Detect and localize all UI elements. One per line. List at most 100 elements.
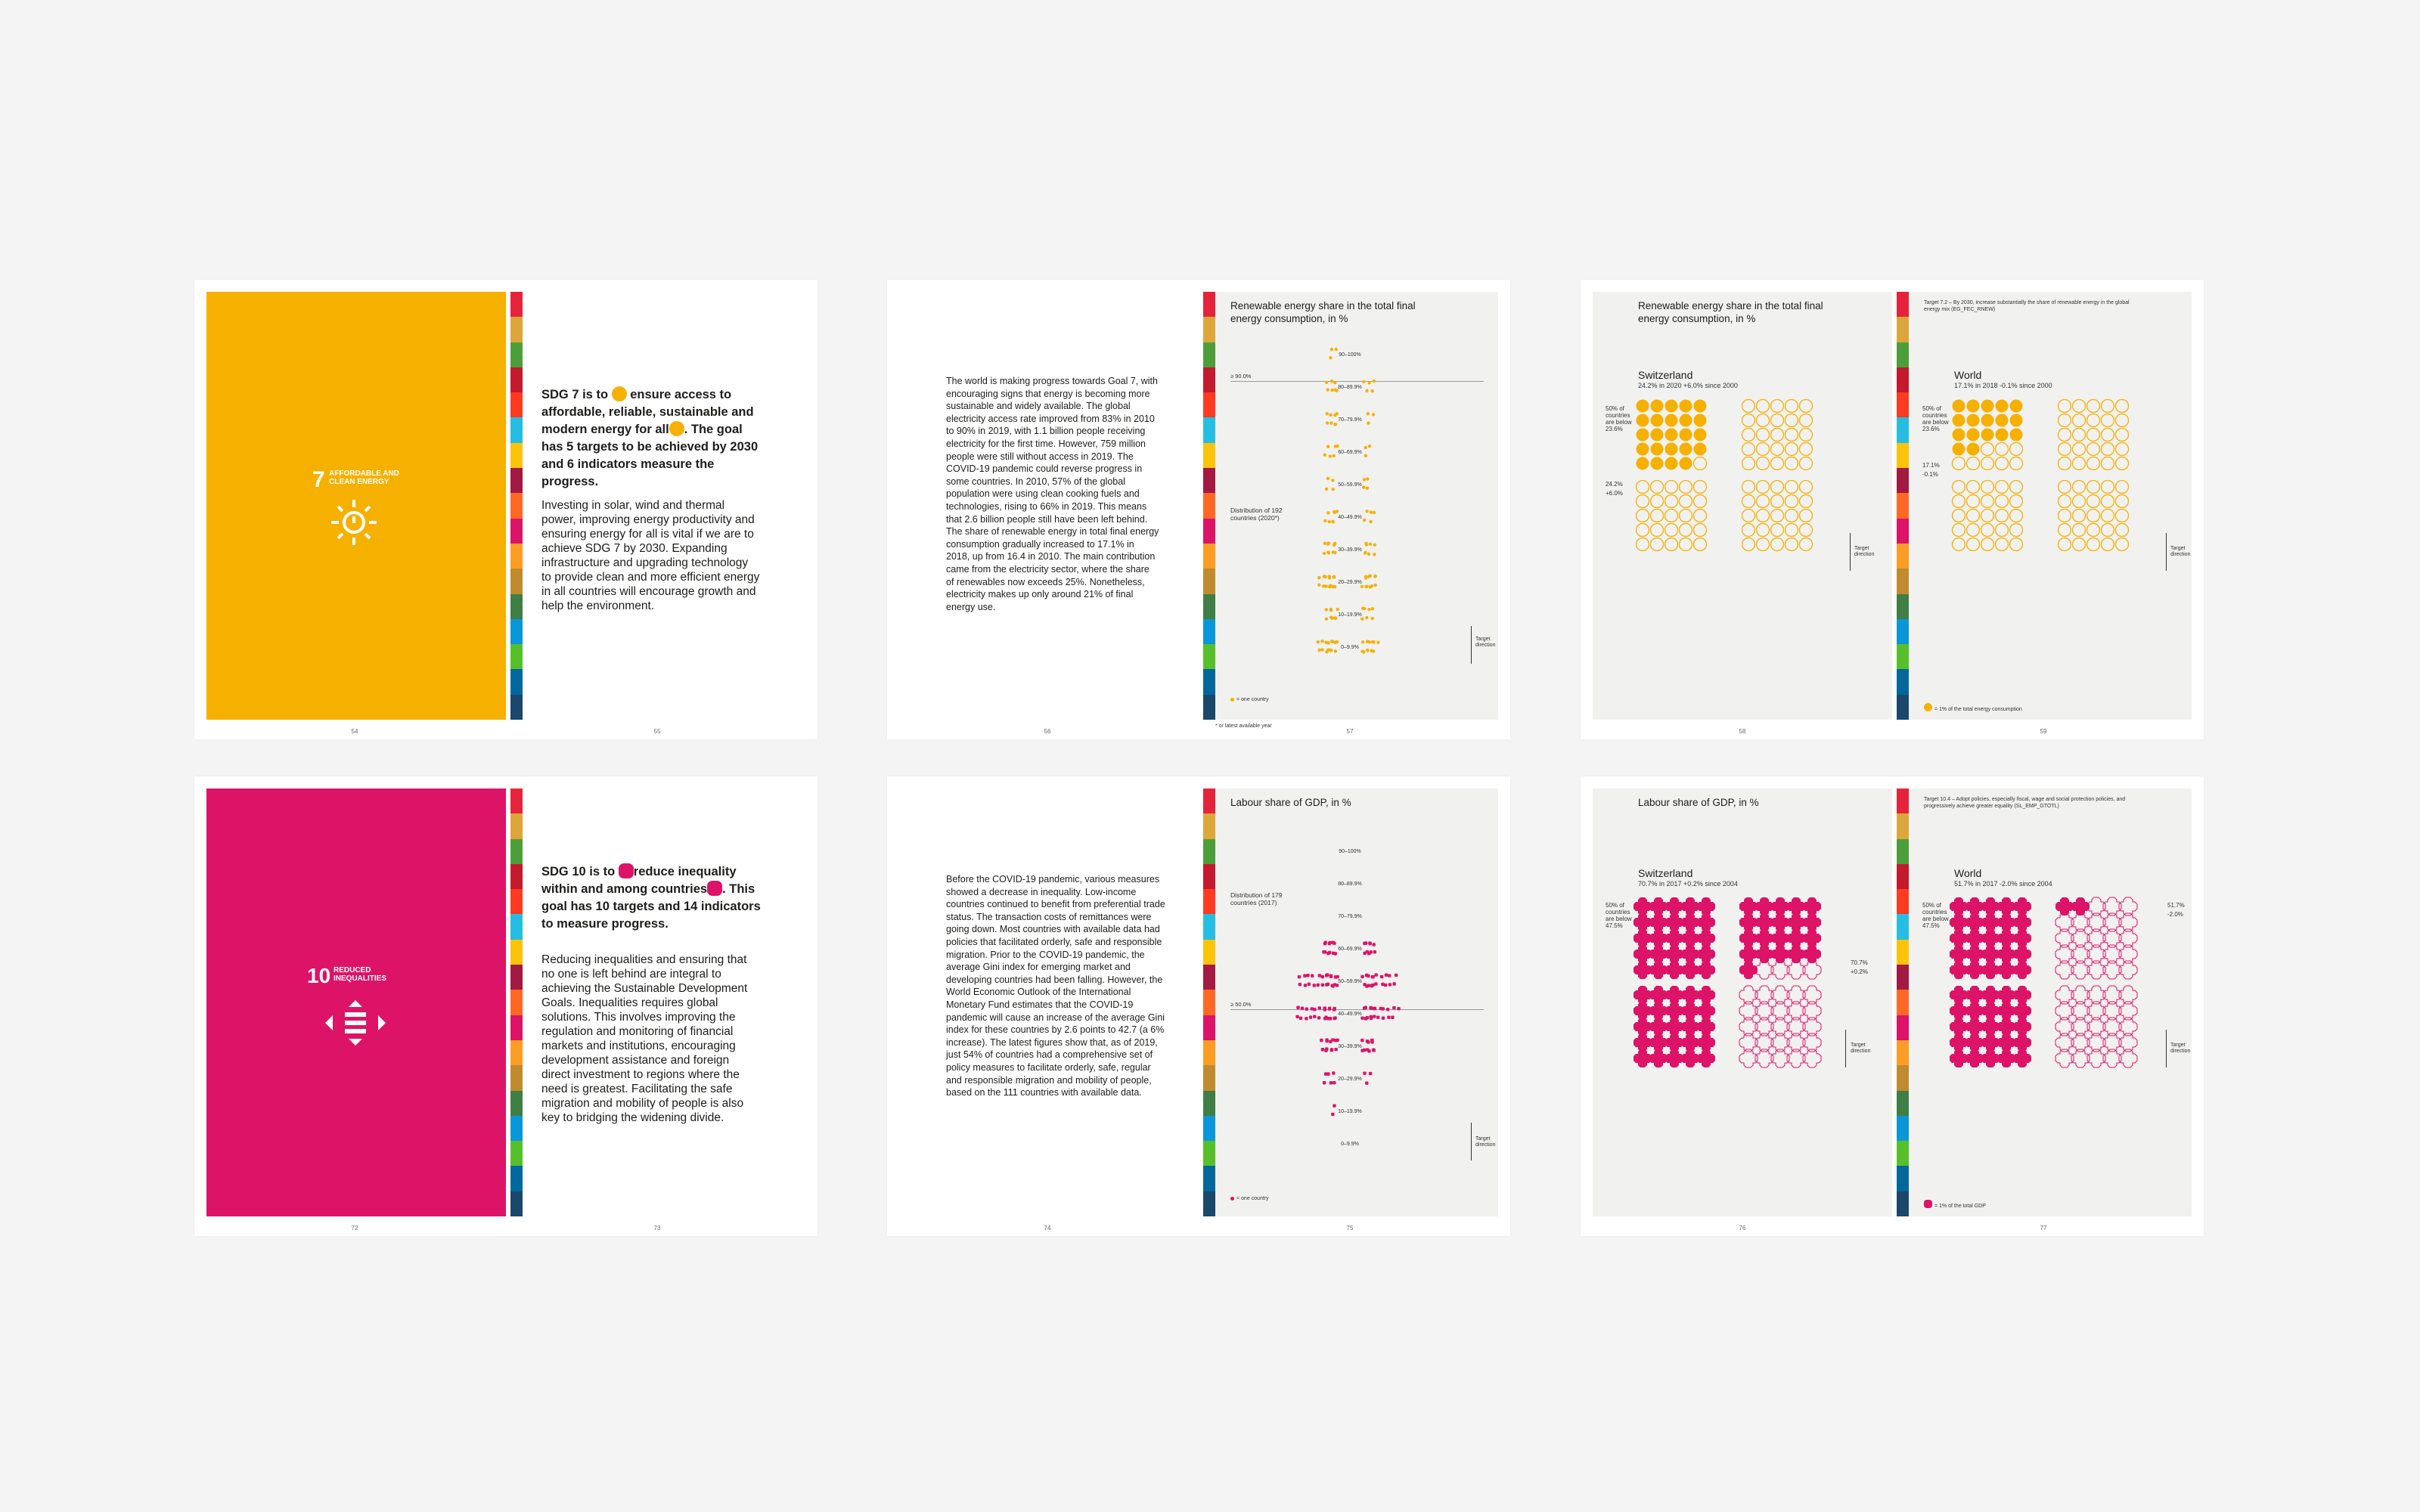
country-point: [1364, 1017, 1368, 1021]
energy-unit: [1965, 456, 1981, 471]
country-point: [1333, 422, 1338, 426]
gdp-unit: [2055, 985, 2074, 1005]
sdg-strip-segment: [1897, 1115, 1909, 1142]
sdg-strip-segment: [1203, 468, 1215, 494]
sdg-strip-segment: [1897, 1166, 1909, 1191]
energy-unit: [2100, 413, 2115, 428]
sdg-strip-segment: [1897, 518, 1909, 544]
legend-text: = 1% of the total energy consumption: [1934, 707, 2022, 712]
country-point: [1312, 984, 1316, 987]
energy-unit: [2114, 508, 2130, 523]
sdg-strip-segment: [510, 669, 523, 695]
sdg-strip-segment: [510, 493, 523, 519]
country-point: [1325, 650, 1329, 654]
page-left: Before the COVID-19 pandemic, various me…: [887, 776, 1199, 1236]
gdp-unit: [1787, 945, 1805, 963]
gdp-unit: [2086, 960, 2106, 980]
gdp-unit: [2071, 1049, 2090, 1068]
sdg-strip-segment: [1203, 990, 1215, 1015]
country-point: [1381, 1016, 1385, 1020]
sdg-strip-segment: [510, 1166, 523, 1191]
energy-unit: [1965, 494, 1981, 509]
gdp-unit: [2118, 1049, 2138, 1068]
gdp-unit: [1965, 1018, 1984, 1036]
energy-unit: [1665, 399, 1678, 413]
country-point: [1320, 648, 1324, 652]
gdp-unit: [2013, 929, 2031, 947]
chart-legend: = 1% of the total energy consumption: [1924, 703, 2022, 712]
gdp-unit: [1649, 961, 1668, 979]
country-point: [1370, 389, 1374, 393]
band-label: 10–19.9%: [1338, 1109, 1362, 1114]
page-number: 58: [1739, 728, 1746, 735]
country-point: [1326, 388, 1329, 392]
country-point: [1332, 1008, 1336, 1012]
gdp-unit: [2102, 928, 2122, 948]
median-callout: 50% of countries are below 23.6%: [1606, 405, 1632, 432]
energy-unit: [1635, 537, 1650, 552]
sdg-strip-segment: [1897, 1141, 1909, 1167]
energy-unit: [1755, 494, 1770, 509]
energy-unit: [1798, 427, 1813, 442]
energy-unit: [2071, 442, 2086, 457]
sdg-strip-segment: [510, 1090, 523, 1116]
sdg-strip-segment: [1203, 1065, 1215, 1091]
gdp-unit: [1634, 897, 1652, 916]
gdp-unit: [2055, 928, 2074, 948]
country-point: [1323, 575, 1327, 579]
gdp-unit: [1649, 929, 1668, 947]
country-point: [1372, 943, 1376, 947]
gdp-unit: [2086, 1033, 2106, 1052]
sdg-strip-segment: [510, 392, 523, 418]
energy-unit: [1692, 522, 1708, 538]
energy-unit: [1770, 398, 1785, 414]
country-point: [1324, 617, 1329, 621]
energy-unit: [1692, 456, 1708, 471]
country-point: [1391, 1015, 1395, 1019]
country-point: [1317, 974, 1322, 978]
energy-unit: [2057, 522, 2072, 538]
spread-sdg7-intro: 7 AFFORDABLE AND CLEAN ENERGY 54 SDG 7 i…: [194, 280, 818, 739]
band-label: 30–39.9%: [1338, 547, 1362, 553]
country-point: [1310, 974, 1314, 978]
energy-unit: [1692, 494, 1708, 509]
country-point: [1323, 453, 1327, 457]
gdp-unit: [1981, 945, 2000, 963]
country-point: [1316, 640, 1320, 644]
threshold-line: [1230, 381, 1484, 382]
energy-unit: [2086, 456, 2101, 471]
energy-unit: [1755, 456, 1770, 471]
energy-unit: [1635, 508, 1650, 523]
country-point: [1333, 585, 1337, 589]
sdg-strip-segment: [1897, 543, 1909, 569]
country-point: [1373, 574, 1377, 578]
band-label: 0–9.9%: [1341, 645, 1359, 650]
country-point: [1331, 487, 1335, 491]
threshold-line: [1230, 1009, 1484, 1010]
sdg-strip-segment: [1203, 1166, 1215, 1191]
energy-unit: [1636, 399, 1649, 413]
gdp-unit: [2071, 985, 2090, 1005]
page-right: Target 7.2 – By 2030, increase substanti…: [1892, 280, 2204, 739]
energy-unit: [1784, 479, 1799, 494]
sdg-strip-segment: [510, 342, 523, 367]
country-point: [1370, 984, 1374, 988]
gdp-unit: [1697, 1033, 1715, 1052]
energy-unit: [2086, 413, 2101, 428]
band-label: 0–9.9%: [1341, 1142, 1359, 1147]
energy-unit: [1692, 479, 1708, 494]
energy-unit: [1966, 428, 1980, 442]
country-summary: 24.2% in 2020 +6.0% since 2000: [1638, 382, 1738, 389]
goal-number: 7: [312, 467, 325, 492]
energy-unit: [1741, 479, 1756, 494]
energy-unit: [2057, 398, 2072, 414]
country-point: [1373, 1015, 1376, 1018]
sdg-strip-segment: [510, 317, 523, 342]
sdg-strip-segment: [1897, 838, 1909, 864]
gdp-unit: [1649, 913, 1668, 931]
gdp-unit: [2071, 897, 2090, 916]
gdp-unit: [1634, 1033, 1652, 1052]
energy-unit: [1636, 414, 1649, 427]
energy-unit: [1798, 479, 1813, 494]
country-point: [1367, 1040, 1370, 1044]
